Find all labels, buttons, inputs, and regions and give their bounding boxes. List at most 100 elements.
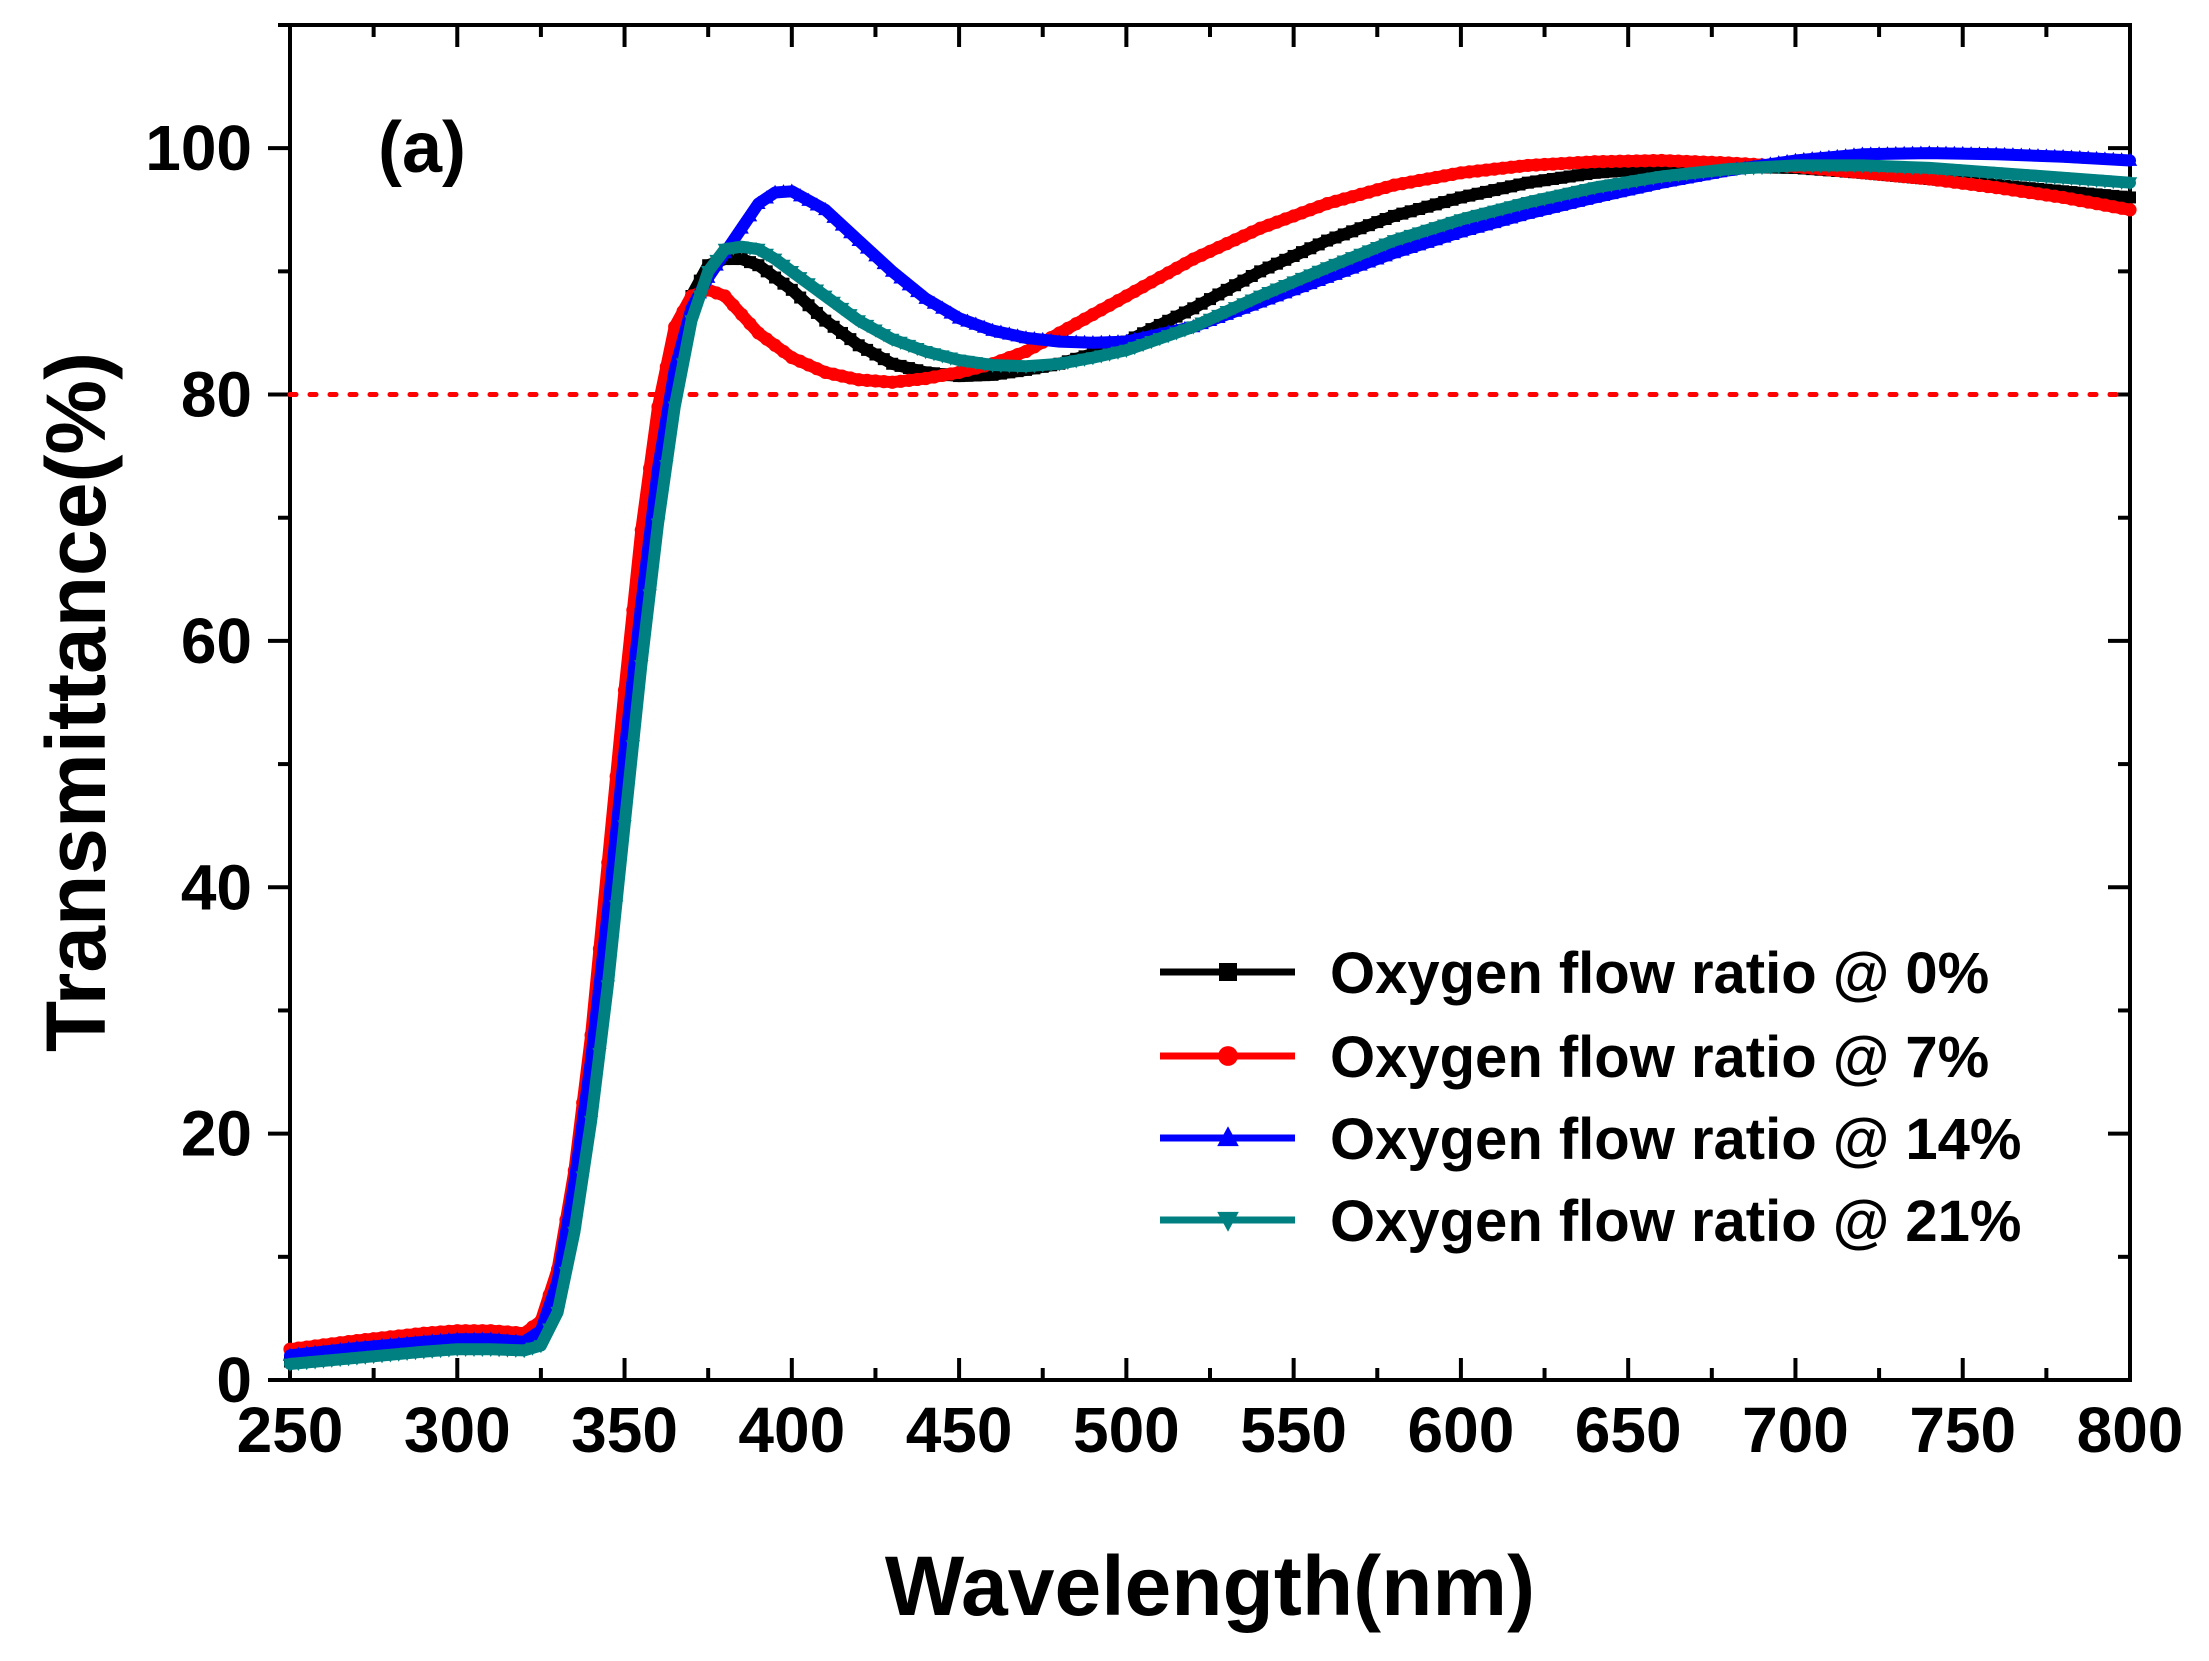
x-tick-label-9: 700 <box>1742 1394 1849 1466</box>
series-3-point-157 <box>1595 180 1611 195</box>
x-tick-label-1: 300 <box>404 1394 511 1466</box>
series-2-point-57 <box>759 190 774 204</box>
series-2-point-84 <box>985 322 1000 336</box>
series-3-point-34 <box>567 1226 582 1240</box>
series-3-point-147 <box>1512 199 1527 213</box>
legend-marker-shape-0 <box>1219 963 1237 981</box>
series-3-point-56 <box>751 243 766 257</box>
series-2-point-66 <box>834 217 850 231</box>
series-3-point-107 <box>1177 324 1193 338</box>
series-3-point-116 <box>1252 290 1268 304</box>
series-3-point-153 <box>1562 187 1577 201</box>
series-3-point-71 <box>876 329 892 343</box>
series-0-point-121 <box>1296 246 1308 259</box>
series-3-point-104 <box>1152 333 1168 347</box>
x-axis-title: Wavelength(nm) <box>885 1539 1535 1633</box>
series-3-point-126 <box>1336 255 1352 269</box>
series-3-point-44 <box>650 518 666 532</box>
series-3-point-118 <box>1269 283 1285 297</box>
series-2-point-56 <box>751 195 766 210</box>
series-2-point-67 <box>843 225 858 239</box>
series-2-point-78 <box>935 300 950 314</box>
series-3-point-105 <box>1160 330 1176 344</box>
series-3-point-119 <box>1278 279 1293 294</box>
x-tick-label-8: 650 <box>1575 1394 1682 1466</box>
series-3-point-102 <box>1135 338 1151 353</box>
series-3-point-136 <box>1420 224 1435 238</box>
series-3-point-59 <box>776 259 791 274</box>
legend-marker-0 <box>1219 963 1237 981</box>
series-3-point-41 <box>625 740 641 754</box>
y-tick-label-4: 80 <box>181 359 252 431</box>
series-3-point-64 <box>818 290 833 304</box>
series-3-point-65 <box>826 296 841 310</box>
y-tick-label-3: 60 <box>181 605 252 677</box>
x-tick-label-6: 550 <box>1240 1394 1347 1466</box>
series-3-point-128 <box>1353 248 1368 262</box>
series-3-point-161 <box>1629 175 1644 189</box>
series-2-point-55 <box>742 208 758 222</box>
series-3-point-129 <box>1361 245 1377 259</box>
series-3-point-38 <box>600 980 616 994</box>
series-3-point-42 <box>634 660 649 674</box>
series-3-point-131 <box>1378 238 1393 252</box>
series-2-point-54 <box>734 220 749 234</box>
legend-marker-shape-3 <box>1217 1211 1239 1232</box>
series-3-point-134 <box>1403 229 1418 244</box>
x-tick-label-4: 450 <box>906 1394 1013 1466</box>
series-3-point-115 <box>1244 294 1260 308</box>
series-3-point-61 <box>792 272 808 286</box>
series-1-point-52 <box>718 289 732 303</box>
x-tick-label-7: 600 <box>1408 1394 1515 1466</box>
series-3-point-158 <box>1604 179 1619 193</box>
legend: Oxygen flow ratio @ 0% Oxygen flow ratio… <box>1160 941 2022 1254</box>
series-2-point-29 <box>525 1328 540 1342</box>
series-3-point-143 <box>1478 207 1494 221</box>
series-3-point-67 <box>843 309 858 323</box>
legend-marker-1 <box>1218 1046 1238 1066</box>
series-2-point-80 <box>951 310 967 324</box>
series-3-point-33 <box>558 1266 574 1281</box>
series-2-point-70 <box>868 248 883 262</box>
y-tick-label-2: 40 <box>181 851 252 923</box>
series-3-point-142 <box>1470 209 1485 224</box>
series-1-point-55 <box>743 317 757 331</box>
legend-label-0: Oxygen flow ratio @ 0% <box>1330 941 1989 1006</box>
y-tick-label-1: 20 <box>181 1098 252 1170</box>
series-3-point-52 <box>717 243 733 257</box>
series-3-point-133 <box>1395 232 1410 246</box>
legend-entry-0: Oxygen flow ratio @ 0% <box>1160 941 1989 1006</box>
series-3-point-62 <box>801 278 816 292</box>
series-3-point-92 <box>1052 358 1067 372</box>
series-3-point-93 <box>1060 356 1076 371</box>
legend-entry-2: Oxygen flow ratio @ 14% <box>1160 1107 2022 1172</box>
series-2-point-65 <box>826 209 841 223</box>
series-3-point-109 <box>1194 317 1209 331</box>
series-2-point-68 <box>851 232 866 246</box>
series-3-point-108 <box>1186 321 1201 335</box>
series-3-point-103 <box>1144 336 1159 350</box>
series-2-point-87 <box>1010 328 1025 342</box>
series-3-point-155 <box>1579 184 1594 198</box>
series-2-point-63 <box>809 197 825 211</box>
series-3-point-66 <box>834 302 850 317</box>
series-3-point-121 <box>1294 272 1310 287</box>
series-2-point-60 <box>784 183 800 197</box>
series-2-point-75 <box>910 283 925 298</box>
series-3-point-45 <box>659 459 674 474</box>
series-3-point-137 <box>1428 222 1444 236</box>
series-3-point-48 <box>684 315 699 329</box>
series-3-point-47 <box>675 358 691 372</box>
x-tick-label-11: 800 <box>2077 1394 2184 1466</box>
series-3-point-68 <box>851 315 866 329</box>
series-3-point-141 <box>1462 212 1477 226</box>
series-3-point-127 <box>1344 252 1360 266</box>
series-3-point-30 <box>533 1340 549 1354</box>
series-2-point-77 <box>926 295 942 309</box>
series-3-point-163 <box>1646 172 1661 186</box>
series-2-point-220 <box>2122 152 2138 166</box>
series-3-point-122 <box>1303 269 1318 283</box>
series-3-point-151 <box>1545 191 1561 205</box>
